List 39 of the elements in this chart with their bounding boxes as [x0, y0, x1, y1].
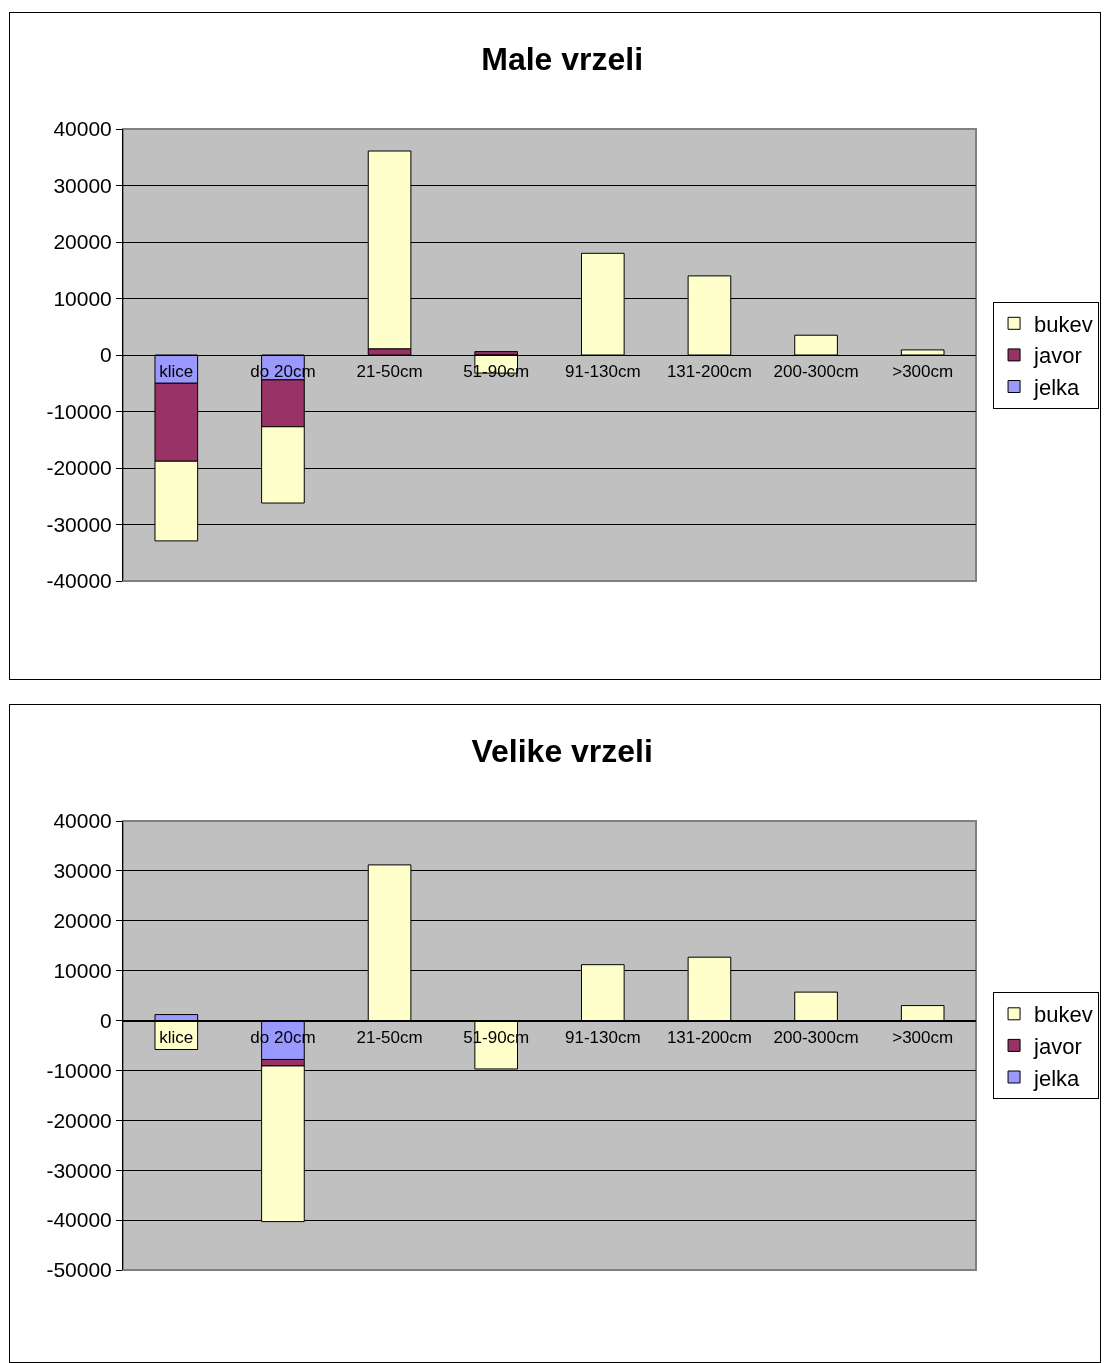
y-tick-label: -30000: [46, 1158, 112, 1182]
y-tick-label: 20000: [53, 230, 112, 254]
y-tick-label: 10000: [53, 959, 112, 983]
y-tick-label: 40000: [53, 809, 112, 833]
legend-label: jelka: [1033, 375, 1081, 401]
y-tick-label: 0: [100, 1008, 112, 1032]
x-tick-label: 131-200cm: [666, 362, 752, 382]
x-tick-label: 91-130cm: [565, 1027, 641, 1047]
y-tick-label: 10000: [53, 286, 112, 310]
legend-label: jelka: [1033, 1065, 1081, 1091]
x-tick-label: 91-130cm: [565, 362, 641, 382]
x-tick-label: klice: [159, 1027, 194, 1047]
y-tick-label: -20000: [46, 1108, 112, 1132]
x-tick-label: 21-50cm: [356, 362, 423, 382]
legend-label: bukev: [1034, 1002, 1093, 1028]
chart-title: Male vrzeli: [481, 40, 644, 77]
x-tick-label: 131-200cm: [666, 1027, 752, 1047]
y-tick-label: -40000: [46, 569, 112, 593]
y-tick-label: -50000: [46, 1258, 112, 1282]
y-tick-label: 40000: [53, 117, 112, 141]
x-tick-label: >300cm: [892, 362, 954, 382]
y-tick-label: 0: [100, 343, 112, 367]
x-tick-label: 200-300cm: [773, 362, 859, 382]
x-tick-label: 21-50cm: [356, 1027, 423, 1047]
y-tick-label: -30000: [46, 512, 112, 536]
y-tick-label: 30000: [53, 173, 112, 197]
legend-label: javor: [1033, 343, 1082, 369]
x-tick-label: >300cm: [892, 1027, 954, 1047]
y-tick-label: -40000: [46, 1208, 112, 1232]
chart-title: Velike vrzeli: [471, 732, 653, 769]
x-tick-label: 200-300cm: [773, 1027, 859, 1047]
y-tick-label: -20000: [46, 456, 112, 480]
y-tick-label: 30000: [53, 859, 112, 883]
legend-label: bukev: [1034, 311, 1093, 337]
y-tick-label: -10000: [46, 1058, 112, 1082]
x-tick-label: klice: [159, 362, 194, 382]
y-tick-label: 20000: [53, 909, 112, 933]
legend-label: javor: [1033, 1033, 1082, 1059]
y-tick-label: -10000: [46, 399, 112, 423]
